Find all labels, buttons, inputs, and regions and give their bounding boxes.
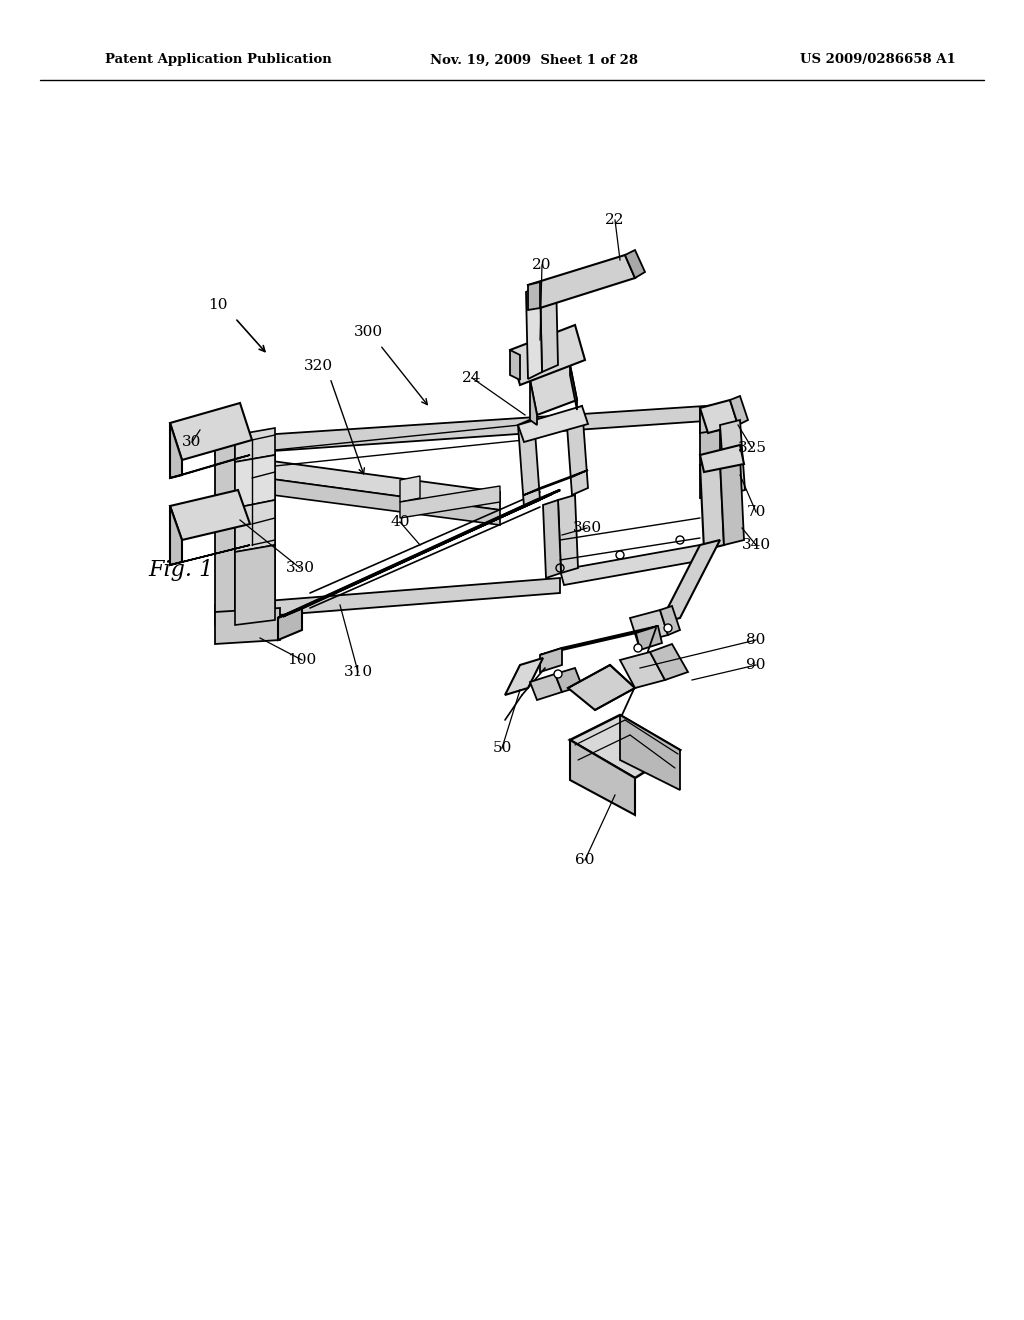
Polygon shape [625, 249, 645, 279]
Text: 325: 325 [737, 441, 767, 455]
Polygon shape [560, 545, 705, 585]
Text: 30: 30 [182, 436, 202, 449]
Polygon shape [530, 380, 537, 425]
Polygon shape [278, 490, 560, 618]
Polygon shape [700, 445, 744, 473]
Polygon shape [215, 432, 234, 624]
Polygon shape [528, 255, 635, 308]
Polygon shape [720, 420, 745, 495]
Polygon shape [570, 366, 577, 411]
Text: 80: 80 [746, 634, 766, 647]
Text: 330: 330 [286, 561, 314, 576]
Polygon shape [528, 282, 540, 310]
Text: 60: 60 [575, 853, 595, 867]
Polygon shape [555, 668, 582, 692]
Polygon shape [530, 675, 562, 700]
Polygon shape [215, 405, 720, 455]
Polygon shape [543, 500, 561, 578]
Polygon shape [505, 657, 543, 696]
Polygon shape [700, 459, 724, 550]
Polygon shape [700, 405, 720, 433]
Polygon shape [215, 609, 280, 644]
Polygon shape [526, 285, 542, 379]
Text: Nov. 19, 2009  Sheet 1 of 28: Nov. 19, 2009 Sheet 1 of 28 [430, 54, 638, 66]
Polygon shape [170, 403, 252, 459]
Polygon shape [510, 325, 585, 385]
Text: 20: 20 [532, 257, 552, 272]
Polygon shape [540, 626, 658, 655]
Polygon shape [700, 405, 720, 498]
Polygon shape [570, 715, 680, 777]
Text: 22: 22 [605, 213, 625, 227]
Polygon shape [650, 644, 688, 680]
Text: 40: 40 [390, 515, 410, 529]
Text: US 2009/0286658 A1: US 2009/0286658 A1 [800, 54, 955, 66]
Polygon shape [400, 486, 500, 517]
Polygon shape [170, 545, 250, 565]
Polygon shape [234, 455, 500, 510]
Polygon shape [234, 428, 275, 462]
Polygon shape [540, 279, 558, 372]
Polygon shape [566, 407, 588, 495]
Polygon shape [730, 396, 748, 425]
Text: 24: 24 [462, 371, 481, 385]
Text: Patent Application Publication: Patent Application Publication [105, 54, 332, 66]
Text: Fig. 1: Fig. 1 [148, 558, 213, 581]
Polygon shape [524, 470, 588, 495]
Polygon shape [530, 366, 577, 414]
Text: 320: 320 [303, 359, 333, 374]
Circle shape [554, 671, 562, 678]
Polygon shape [234, 500, 275, 552]
Polygon shape [234, 545, 275, 624]
Polygon shape [700, 400, 738, 433]
Polygon shape [510, 350, 520, 380]
Polygon shape [170, 455, 250, 478]
Text: 10: 10 [208, 298, 227, 312]
Polygon shape [558, 495, 578, 573]
Polygon shape [720, 455, 744, 545]
Polygon shape [283, 494, 553, 616]
Polygon shape [570, 741, 635, 814]
Polygon shape [234, 474, 500, 525]
Polygon shape [518, 407, 588, 442]
Polygon shape [170, 422, 182, 478]
Text: 360: 360 [572, 521, 601, 535]
Polygon shape [568, 665, 635, 710]
Circle shape [634, 644, 642, 652]
Polygon shape [518, 418, 540, 507]
Circle shape [664, 624, 672, 632]
Polygon shape [630, 610, 668, 643]
Polygon shape [636, 626, 662, 649]
Polygon shape [278, 609, 302, 640]
Polygon shape [170, 490, 250, 540]
Text: 300: 300 [353, 325, 383, 339]
Polygon shape [170, 506, 182, 565]
Text: 100: 100 [288, 653, 316, 667]
Polygon shape [234, 455, 275, 508]
Polygon shape [660, 606, 680, 635]
Text: 50: 50 [493, 741, 512, 755]
Text: 310: 310 [343, 665, 373, 678]
Text: 340: 340 [741, 539, 771, 552]
Polygon shape [540, 648, 562, 672]
Polygon shape [620, 652, 665, 688]
Text: 90: 90 [746, 657, 766, 672]
Text: 70: 70 [746, 506, 766, 519]
Polygon shape [215, 578, 560, 620]
Polygon shape [620, 715, 680, 789]
Polygon shape [234, 450, 275, 624]
Polygon shape [400, 477, 420, 502]
Polygon shape [660, 540, 720, 623]
